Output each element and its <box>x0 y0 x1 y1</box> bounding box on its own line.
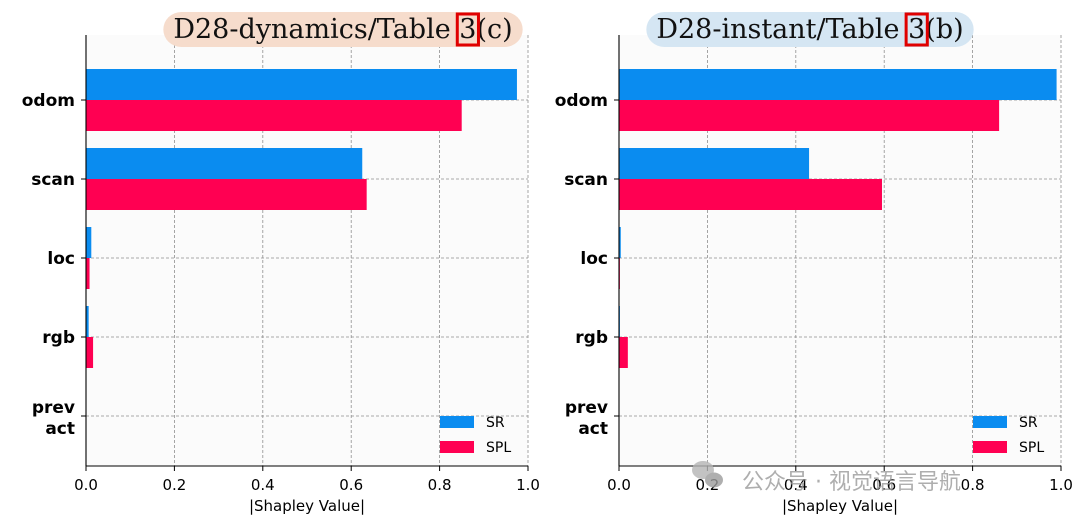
bar-sr-scan <box>86 148 362 179</box>
x-axis-label: |Shapley Value| <box>782 497 898 515</box>
title-prefix: D28-dynamics/Table <box>173 14 459 45</box>
title-suffix: (b) <box>925 14 963 45</box>
category-label: rgb <box>575 328 608 348</box>
x-tick-label: 0.0 <box>607 476 631 494</box>
bar-sr-scan <box>619 148 809 179</box>
category-label: loc <box>47 249 75 269</box>
x-tick-label: 0.0 <box>74 476 98 494</box>
x-tick-label: 1.0 <box>516 476 540 494</box>
figure: odom scan loc rgb prev act 0.0 0.2 0.4 0.6 0.8 1.0 |… <box>0 0 1080 521</box>
category-label: prev act <box>32 398 75 439</box>
title-text: D28-instant/Table 3(b) <box>656 14 963 45</box>
title-highlight: 3 <box>459 14 476 45</box>
x-tick-label: 0.4 <box>251 476 275 494</box>
legend-label: SPL <box>486 440 511 456</box>
x-tick-label: 0.8 <box>961 476 985 494</box>
chart-panel-1: odom scan loc rgb prev act 0.0 0.2 0.4 0.6 0.8 1.0 |… <box>22 12 540 515</box>
bar-sr-odom <box>86 69 517 100</box>
bar-spl-rgb <box>86 337 93 368</box>
category-label: odom <box>555 91 608 111</box>
bar-sr-loc <box>86 227 91 258</box>
chart-title: D28-instant/Table 3(b) <box>646 12 973 47</box>
bar-spl-odom <box>619 100 999 131</box>
title-highlight: 3 <box>908 14 925 45</box>
chart-title: D28-dynamics/Table 3(c) <box>163 12 522 47</box>
x-tick-label: 0.2 <box>162 476 186 494</box>
legend-swatch-sr <box>440 416 474 428</box>
legend-label: SR <box>486 415 505 431</box>
chart-panel-2: odomscanlocrgbprevact0.00.20.40.60.81.0|… <box>555 12 1073 515</box>
x-tick-label: 0.6 <box>339 476 363 494</box>
legend-label: SR <box>1019 415 1038 431</box>
x-tick-label: 1.0 <box>1049 476 1073 494</box>
title-suffix: (c) <box>476 14 512 45</box>
bar-spl-scan <box>619 179 882 210</box>
legend-label: SPL <box>1019 440 1044 456</box>
x-tick-label: 0.8 <box>428 476 452 494</box>
category-label: scan <box>564 170 608 190</box>
category-label: scan <box>31 170 75 190</box>
wechat-bubble-small <box>705 473 723 488</box>
category-label: rgb <box>42 328 75 348</box>
title-prefix: D28-instant/Table <box>656 14 908 45</box>
category-label: loc <box>580 249 608 269</box>
category-label: prev act <box>565 398 608 439</box>
bar-spl-rgb <box>619 337 628 368</box>
category-label: odom <box>22 91 75 111</box>
watermark-text: 公众号 · 视觉语言导航 <box>742 470 961 495</box>
title-text: D28-dynamics/Table 3(c) <box>173 14 512 45</box>
bar-sr-odom <box>619 69 1057 100</box>
x-axis-label: |Shapley Value| <box>249 497 365 515</box>
legend-swatch-spl <box>440 441 474 453</box>
bar-spl-odom <box>86 100 462 131</box>
bar-spl-scan <box>86 179 367 210</box>
legend-swatch-spl <box>973 441 1007 453</box>
legend-swatch-sr <box>973 416 1007 428</box>
